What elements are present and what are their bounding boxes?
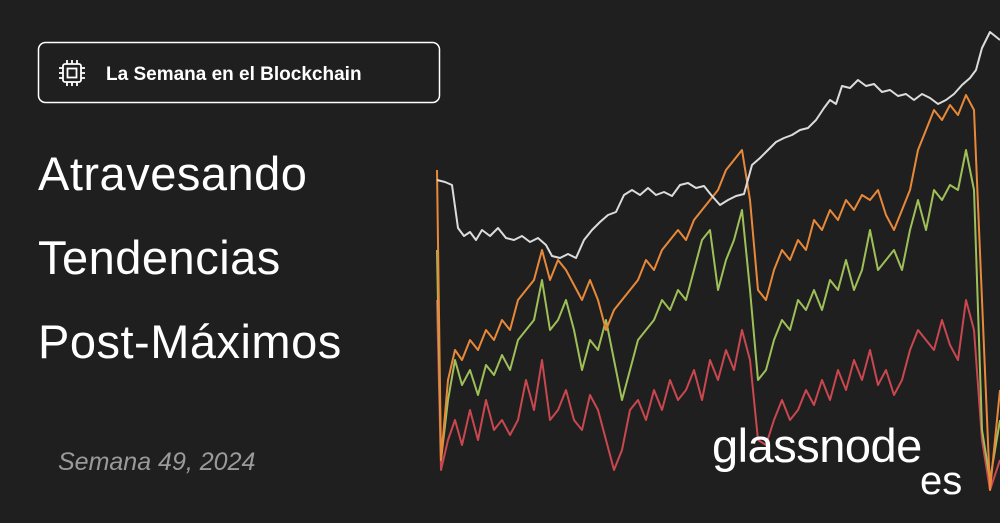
orange-line <box>436 94 1000 491</box>
badge-label: La Semana en el Blockchain <box>106 64 362 85</box>
title-line: Atravesando <box>38 147 307 200</box>
chip-icon <box>59 60 85 86</box>
green-line <box>436 149 1000 481</box>
red-line <box>436 299 1000 491</box>
title-line: Post-Máximos <box>38 315 342 368</box>
decorative-chart <box>436 31 1000 491</box>
white-line <box>436 31 1000 259</box>
logo-brand: glassnode <box>712 419 922 472</box>
logo-suffix: es <box>920 459 962 503</box>
badge-border <box>37 41 441 104</box>
title-line: Tendencias <box>38 231 281 284</box>
subtitle: Semana 49, 2024 <box>58 448 255 476</box>
badge: La Semana en el Blockchain <box>37 41 441 104</box>
